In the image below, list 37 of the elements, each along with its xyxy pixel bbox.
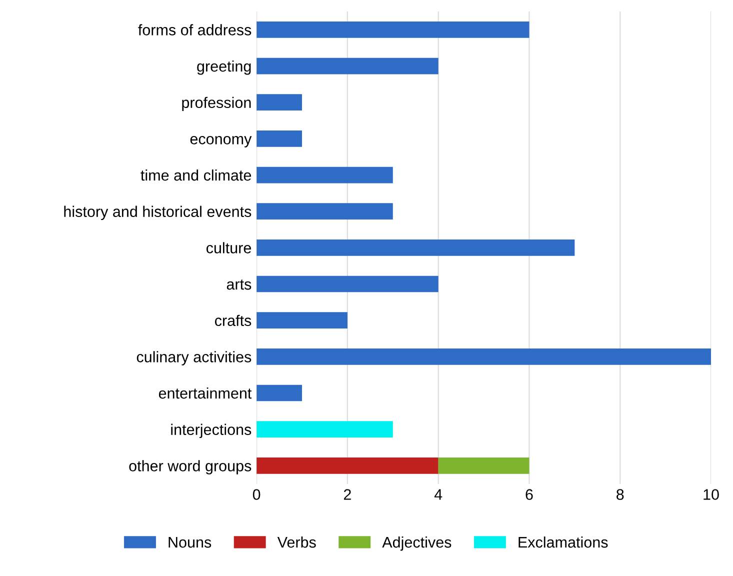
y-tick-label: other word groups — [129, 460, 252, 474]
bar — [256, 203, 393, 220]
bar — [256, 458, 438, 474]
y-tick-label: time and climate — [140, 169, 252, 181]
y-tick-label: culinary activities — [136, 351, 252, 366]
bar — [256, 166, 393, 184]
y-tick-label: interjections — [171, 424, 252, 438]
y-tick-label: crafts — [214, 314, 252, 326]
bar — [256, 94, 302, 111]
bar — [256, 348, 712, 365]
y-tick-label: culture — [206, 242, 252, 254]
y-tick-label: economy — [190, 136, 252, 148]
x-tick-label: 10 — [704, 489, 719, 500]
y-tick-label: history and historical events — [64, 206, 252, 220]
y-tick-label: greeting — [197, 60, 251, 75]
bar — [256, 276, 438, 292]
x-tick-label: 8 — [616, 489, 624, 500]
legend-label: Nouns — [168, 537, 212, 548]
y-tick-label: forms of address — [138, 24, 252, 36]
bar — [256, 312, 348, 329]
x-tick-label: 6 — [526, 489, 533, 500]
bar — [256, 421, 393, 438]
bar — [256, 384, 302, 402]
legend-label: Adjectives — [382, 536, 452, 551]
y-tick-label: entertainment — [158, 387, 252, 399]
y-tick-label: profession — [182, 96, 251, 112]
x-tick-label: 2 — [344, 489, 351, 500]
y-tick-label: arts — [226, 280, 252, 290]
bar — [256, 58, 438, 74]
bar — [256, 240, 575, 256]
legend-label: Verbs — [277, 536, 316, 548]
bar — [256, 22, 530, 38]
bar — [438, 458, 530, 474]
bar — [256, 130, 302, 147]
legend-label: Exclamations — [518, 536, 608, 548]
x-tick-label: 0 — [252, 489, 260, 500]
x-tick-label: 4 — [434, 489, 442, 500]
